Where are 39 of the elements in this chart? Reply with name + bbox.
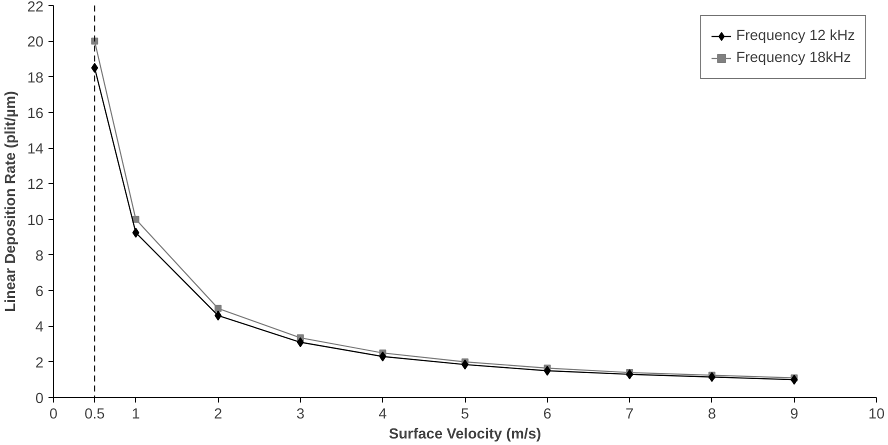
x-tick-label: 2 xyxy=(214,406,222,422)
point xyxy=(544,366,551,376)
point xyxy=(91,38,98,45)
point xyxy=(214,304,222,312)
y-tick-label: 20 xyxy=(27,34,44,51)
x-tick-label: 4 xyxy=(378,406,387,422)
y-tick-label: 16 xyxy=(27,106,44,122)
x-tick-label: 1 xyxy=(132,406,140,422)
point xyxy=(214,310,222,321)
point xyxy=(132,216,140,223)
point xyxy=(626,369,634,380)
y-tick-label: 8 xyxy=(35,248,44,264)
x-axis-title: Surface Velocity (m/s) xyxy=(388,426,542,442)
x-tick-label: 8 xyxy=(708,406,716,422)
legend-label: Frequency 18kHz xyxy=(736,50,851,66)
y-tick-label: 6 xyxy=(35,284,44,300)
y-tick-label: 12 xyxy=(27,177,44,194)
point xyxy=(379,352,386,362)
point xyxy=(708,372,716,382)
x-tick-label: 7 xyxy=(626,406,634,422)
x-tick-label: 6 xyxy=(543,406,552,422)
y-tick-label: 0 xyxy=(35,391,44,407)
y-tick-label: 2 xyxy=(35,355,44,372)
y-tick-label: 22 xyxy=(27,0,44,16)
legend-label: Frequency 12 kHz xyxy=(736,28,855,44)
x-tick-label: 0.5 xyxy=(84,406,105,422)
point xyxy=(296,337,304,348)
x-tick-label: 10 xyxy=(868,406,885,422)
x-tick-label: 9 xyxy=(790,406,798,422)
y-tick-label: 14 xyxy=(27,142,44,158)
point xyxy=(132,228,140,238)
x-tick-label: 0 xyxy=(49,406,58,422)
y-axis-title: Linear Deposition Rate (plit/µm) xyxy=(3,90,20,312)
x-tick-label: 3 xyxy=(296,406,304,422)
x-tick-label: 5 xyxy=(460,406,470,422)
y-tick-label: 18 xyxy=(27,70,44,86)
point xyxy=(790,374,798,385)
y-tick-label: 10 xyxy=(27,212,44,229)
y-tick-label: 4 xyxy=(35,320,44,336)
